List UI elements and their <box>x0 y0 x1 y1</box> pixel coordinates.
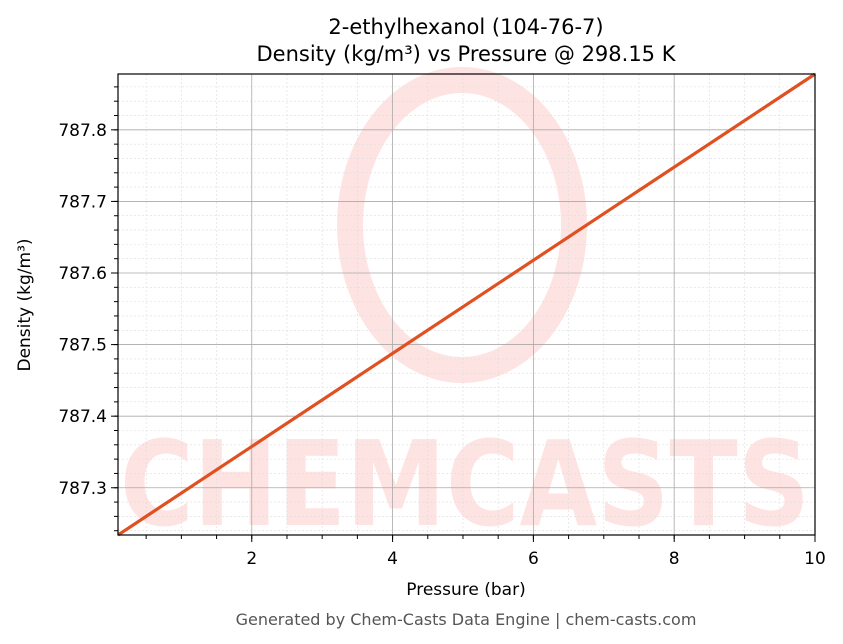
footer: Generated by Chem-Casts Data Engine | ch… <box>236 610 697 629</box>
y-tick-label: 787.7 <box>58 192 107 212</box>
x-tick-label: 2 <box>246 549 257 569</box>
y-tick-label: 787.3 <box>58 479 107 499</box>
x-axis-label: Pressure (bar) <box>406 580 525 600</box>
x-tick-label: 8 <box>669 549 680 569</box>
y-axis-label: Density (kg/m³) <box>15 238 35 371</box>
series-line <box>117 72 816 537</box>
y-tick-label: 787.4 <box>58 407 107 427</box>
x-tick-label: 6 <box>528 549 539 569</box>
y-tick-label: 787.8 <box>58 121 107 141</box>
watermark: CHEMCASTS <box>120 67 810 553</box>
svg-text:CHEMCASTS: CHEMCASTS <box>120 415 810 553</box>
plot-frame <box>117 73 816 536</box>
y-tick-label: 787.5 <box>58 336 107 356</box>
chart-title: 2-ethylhexanol (104-76-7) <box>328 15 603 39</box>
y-tick-label: 787.6 <box>58 264 107 284</box>
chart-subtitle: Density (kg/m³) vs Pressure @ 298.15 K <box>256 42 676 66</box>
x-tick-label: 4 <box>387 549 398 569</box>
x-tick-label: 10 <box>804 549 826 569</box>
